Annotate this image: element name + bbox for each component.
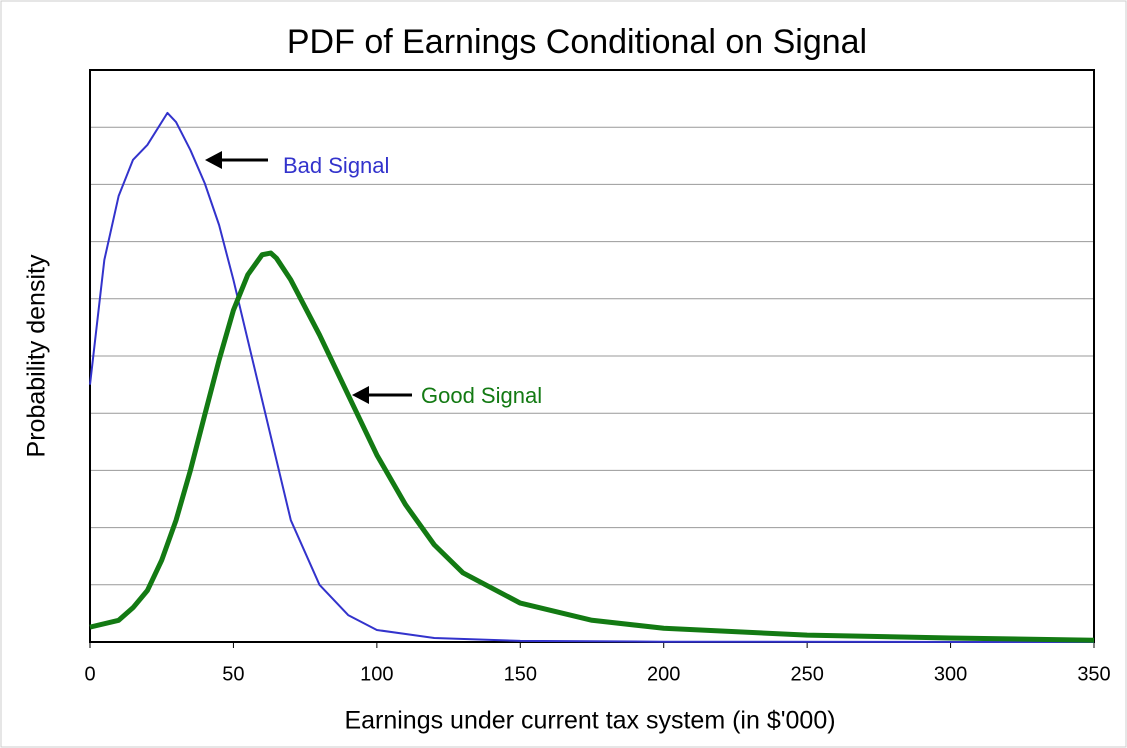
arrow-head — [352, 386, 369, 404]
x-tick-label: 150 — [504, 663, 537, 685]
x-axis-label: Earnings under current tax system (in $'… — [344, 707, 835, 735]
chart-title: PDF of Earnings Conditional on Signal — [287, 23, 867, 61]
annotation: Bad Signal — [283, 153, 389, 178]
series-line — [89, 250, 1095, 643]
series-line — [89, 111, 1095, 643]
x-tick-label: 100 — [360, 663, 393, 685]
x-tick-label: 350 — [1077, 663, 1110, 685]
x-tick-label: 300 — [934, 663, 967, 685]
x-tick-label: 200 — [647, 663, 680, 685]
annotation: Good Signal — [421, 383, 542, 408]
arrow-head — [205, 151, 222, 169]
arrows — [205, 151, 412, 404]
y-axis-label: Probability density — [23, 254, 51, 457]
x-tick-label: 250 — [790, 663, 823, 685]
x-tick-label: 50 — [222, 663, 244, 685]
x-tick-label: 0 — [84, 663, 95, 685]
